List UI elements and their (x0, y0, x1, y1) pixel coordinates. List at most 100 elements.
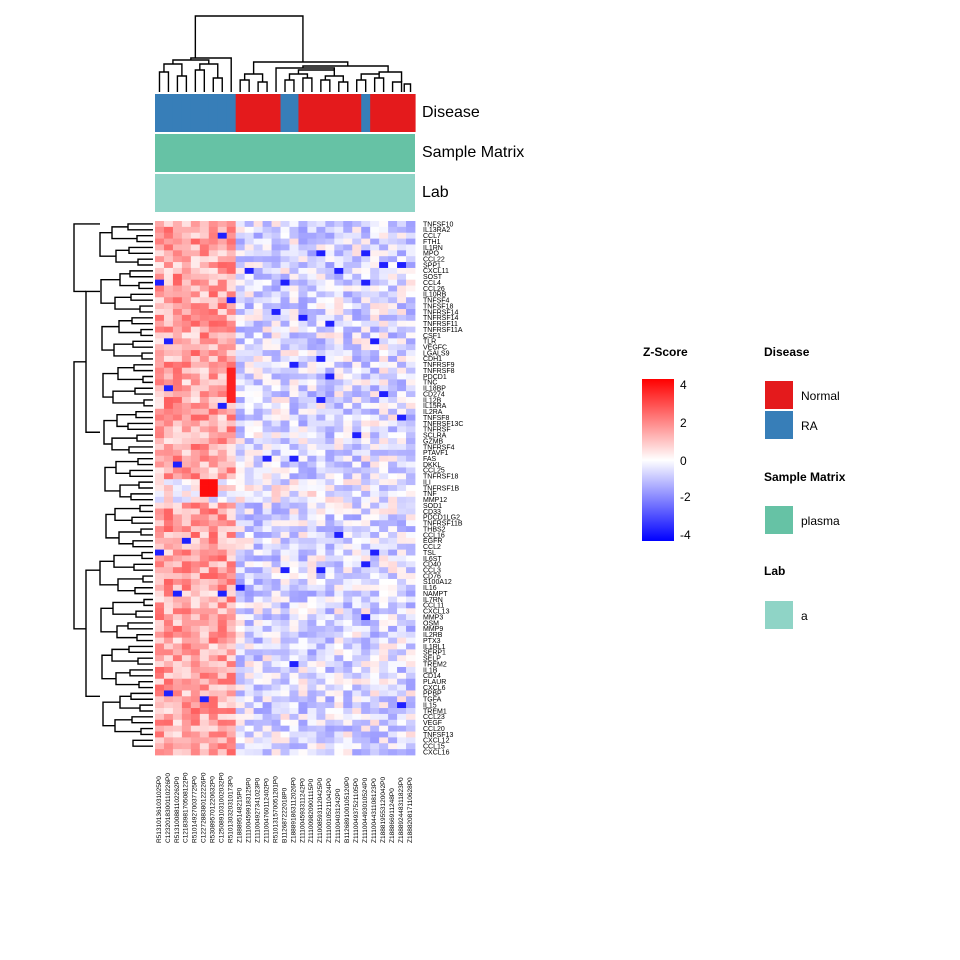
sample-matrix-legend-title: Sample Matrix (764, 470, 846, 484)
heatmap-cell (316, 672, 326, 680)
heatmap-cell (208, 291, 219, 298)
heatmap-cell (262, 666, 272, 674)
heatmap-cell (325, 596, 335, 603)
heatmap-cell (316, 643, 326, 650)
heatmap-cell (235, 620, 246, 627)
heatmap-cell (280, 573, 290, 580)
heatmap-cell (244, 737, 255, 744)
heatmap-cell (253, 297, 263, 304)
heatmap-cell (181, 397, 192, 404)
heatmap-cell (190, 584, 201, 592)
heatmap-cell (280, 490, 290, 498)
heatmap-cell (181, 355, 192, 363)
heatmap-cell (298, 279, 308, 286)
heatmap-cell (325, 555, 335, 562)
row-label: CXCL11 (423, 268, 449, 275)
heatmap-cell (262, 532, 272, 539)
heatmap-cell (280, 737, 290, 744)
heatmap-cell (244, 279, 255, 286)
heatmap-cell (208, 250, 219, 257)
heatmap-cell (208, 666, 219, 674)
heatmap-cell (181, 672, 192, 680)
heatmap-cell (370, 555, 380, 562)
heatmap-cell (199, 637, 210, 644)
heatmap-cell (262, 361, 272, 369)
heatmap-cell (289, 737, 299, 744)
heatmap-cell (181, 449, 192, 457)
heatmap-cell (235, 496, 246, 504)
heatmap-cell (334, 461, 344, 468)
heatmap-cell (155, 355, 165, 363)
heatmap-cell (307, 391, 317, 398)
heatmap-cell (244, 238, 255, 245)
track-label-lab: Lab (422, 184, 449, 201)
heatmap-cell (253, 385, 263, 392)
heatmap-cell (370, 584, 380, 592)
heatmap-cell (361, 467, 371, 474)
heatmap-cell (388, 479, 398, 486)
heatmap-cell (217, 590, 228, 597)
heatmap-cell (352, 655, 362, 662)
heatmap-cell (226, 555, 237, 562)
heatmap-cell (172, 508, 183, 515)
disease-swatch-ra (765, 411, 793, 439)
heatmap-cell (298, 502, 308, 509)
heatmap-cell (298, 420, 308, 427)
heatmap-cell (352, 291, 362, 298)
heatmap-cell (379, 678, 389, 685)
heatmap-cell (217, 473, 228, 480)
heatmap-cell (190, 449, 201, 457)
heatmap-cell (244, 614, 255, 621)
heatmap-cell (235, 309, 246, 316)
heatmap-cell (199, 297, 210, 304)
column-dendrogram-link (356, 79, 367, 92)
heatmap-cell (334, 221, 344, 228)
heatmap-cell (334, 620, 344, 627)
heatmap-cell (307, 256, 317, 263)
heatmap-cell (190, 690, 201, 697)
heatmap-cell (343, 267, 353, 275)
heatmap-cell (325, 262, 335, 269)
heatmap-cell (199, 361, 210, 369)
heatmap-cell (208, 555, 219, 562)
heatmap-cell (199, 449, 210, 457)
heatmap-cell (262, 443, 272, 451)
heatmap-cell (155, 297, 165, 304)
row-dendrogram-link (114, 719, 141, 733)
heatmap-cell (208, 326, 219, 333)
heatmap-cell (226, 496, 237, 504)
heatmap-cell (199, 426, 210, 433)
heatmap-cell (226, 473, 237, 480)
heatmap-cell (172, 226, 183, 234)
heatmap-cell (208, 397, 219, 404)
column-dendrogram-link (176, 75, 188, 92)
heatmap-cell (190, 573, 201, 580)
heatmap-cell (226, 731, 237, 738)
column-label: Z111004031242P0 (335, 788, 342, 843)
heatmap-cell (406, 309, 416, 316)
heatmap-cell (217, 285, 228, 292)
heatmap-cell (289, 532, 299, 539)
heatmap-cell (325, 608, 335, 615)
heatmap-cell (262, 725, 272, 732)
column-dendrogram-link (194, 15, 304, 62)
heatmap-cell (352, 508, 362, 515)
row-dendrogram-link (133, 364, 153, 372)
row-dendrogram-link (85, 290, 100, 433)
heatmap-cell (244, 291, 255, 298)
heatmap-cell (208, 672, 219, 680)
heatmap-cell (307, 731, 317, 738)
heatmap-cell (307, 379, 317, 386)
heatmap-cell (226, 643, 237, 650)
row-dendrogram-link (129, 669, 153, 677)
heatmap-cell (325, 725, 335, 732)
heatmap-cell (244, 332, 255, 339)
heatmap-cell (244, 713, 255, 721)
heatmap-cell (388, 708, 398, 715)
heatmap-cell (325, 250, 335, 257)
heatmap-cell (361, 238, 371, 245)
heatmap-cell (190, 508, 201, 515)
heatmap-cell (379, 314, 389, 322)
heatmap-cell (271, 543, 281, 551)
row-label: EGFR (423, 538, 442, 545)
